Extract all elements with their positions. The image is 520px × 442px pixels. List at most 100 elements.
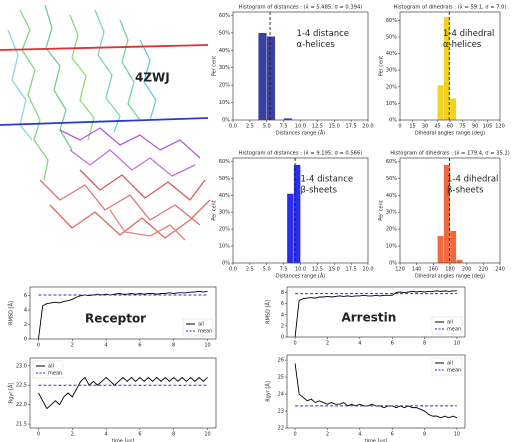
y-tick-label: 20% bbox=[219, 83, 230, 89]
x-tick-label: 15.0 bbox=[329, 267, 340, 273]
y-tick-label: 22.5 bbox=[16, 383, 27, 389]
x-tick-label: 10.0 bbox=[295, 124, 306, 130]
x-tick-label: 120 bbox=[395, 267, 405, 273]
bar bbox=[266, 36, 276, 121]
chart-title: Histogram of distances : (x̄ = 5.485, σ … bbox=[239, 5, 363, 11]
y-tick-label: 30% bbox=[219, 65, 230, 71]
annotation: 1-4 distance bbox=[301, 175, 354, 185]
y-tick-label: 20% bbox=[386, 227, 397, 233]
y-tick-label: 0% bbox=[389, 118, 397, 124]
y-tick-label: 22.0 bbox=[16, 402, 27, 408]
y-tick-label: 2 bbox=[24, 322, 27, 328]
x-tick-label: 220 bbox=[479, 267, 489, 273]
x-tick-label: 120 bbox=[495, 124, 505, 130]
legend-label: mean bbox=[447, 368, 461, 374]
y-tick-label: 2 bbox=[281, 323, 284, 329]
x-tick-label: 0 bbox=[293, 341, 296, 347]
bar bbox=[449, 230, 457, 264]
x-tick-label: 0 bbox=[293, 432, 296, 438]
annotation: α-helices bbox=[443, 40, 482, 50]
plot-frame bbox=[29, 286, 217, 340]
y-tick-label: 40% bbox=[386, 51, 397, 57]
legend-label: mean bbox=[48, 371, 62, 377]
y-tick-label: 50% bbox=[219, 30, 230, 36]
y-tick-label: 10% bbox=[219, 244, 230, 250]
chart-title: Histogram of dihedrals : (x̄ = 179.4, σ … bbox=[390, 151, 510, 157]
y-tick-label: 6 bbox=[281, 301, 284, 307]
x-tick-label: 8 bbox=[172, 343, 175, 349]
bar bbox=[258, 32, 267, 121]
y-tick-label: 10% bbox=[386, 101, 397, 107]
y-axis-label: Per cent bbox=[379, 200, 385, 221]
y-tick-label: 50% bbox=[219, 176, 230, 182]
x-tick-label: 6 bbox=[138, 432, 141, 438]
bar bbox=[449, 98, 457, 121]
x-axis-label: Distances range (Å) bbox=[276, 130, 326, 137]
y-tick-label: 21.5 bbox=[16, 422, 27, 428]
y-tick-label: 4 bbox=[281, 312, 284, 318]
x-tick-label: 15 bbox=[409, 124, 415, 130]
x-tick-label: 2 bbox=[326, 341, 329, 347]
x-tick-label: 160 bbox=[429, 267, 439, 273]
structure-label: 4ZWJ bbox=[135, 71, 170, 85]
x-tick-label: 12.5 bbox=[312, 124, 323, 130]
x-axis-label: Distances range (Å) bbox=[276, 273, 326, 280]
x-axis-label: time [μs] bbox=[365, 439, 388, 442]
x-tick-label: 90 bbox=[472, 124, 478, 130]
y-tick-label: 0 bbox=[24, 337, 27, 343]
legend-box bbox=[431, 316, 463, 335]
annotation: Arrestin bbox=[341, 311, 396, 325]
y-axis-label: Rgyr [Å] bbox=[8, 383, 15, 404]
x-tick-label: 7.5 bbox=[280, 124, 288, 130]
x-tick-label: 2.5 bbox=[246, 267, 254, 273]
legend-label: all bbox=[48, 364, 54, 370]
y-tick-label: 40% bbox=[219, 193, 230, 199]
x-tick-label: 200 bbox=[462, 267, 472, 273]
y-tick-label: 40% bbox=[219, 48, 230, 54]
x-tick-label: 8 bbox=[423, 432, 426, 438]
y-tick-label: 0% bbox=[222, 261, 230, 267]
x-tick-label: 20.0 bbox=[362, 124, 373, 130]
legend-label: mean bbox=[447, 327, 461, 333]
legend-label: all bbox=[198, 322, 204, 328]
y-tick-label: 50% bbox=[386, 34, 397, 40]
x-tick-label: 6 bbox=[391, 341, 394, 347]
annotation: 1-4 distance bbox=[296, 29, 349, 39]
y-tick-label: 60% bbox=[219, 159, 230, 165]
y-tick-label: 50% bbox=[386, 176, 397, 182]
y-tick-label: 30% bbox=[386, 210, 397, 216]
x-tick-label: 7.5 bbox=[280, 267, 288, 273]
x-tick-label: 10 bbox=[454, 341, 460, 347]
x-tick-label: 0 bbox=[37, 343, 40, 349]
x-tick-label: 0.0 bbox=[229, 124, 237, 130]
x-tick-label: 10 bbox=[204, 343, 210, 349]
y-tick-label: 0 bbox=[281, 335, 284, 341]
annotation: α-helices bbox=[296, 40, 335, 50]
annotation: Receptor bbox=[85, 312, 146, 326]
x-tick-label: 5.0 bbox=[263, 124, 271, 130]
annotation: 1-4 dihedral bbox=[447, 175, 498, 185]
series-line bbox=[38, 290, 208, 340]
x-axis-label: time [μs] bbox=[112, 439, 135, 442]
chart-title: Histogram of distances : (x̄ = 9.195, σ … bbox=[239, 151, 363, 157]
x-tick-label: 15.0 bbox=[329, 124, 340, 130]
x-tick-label: 4 bbox=[358, 432, 361, 438]
y-tick-label: 10% bbox=[219, 100, 230, 106]
x-axis-label: Dihedral angles range (deg) bbox=[415, 274, 485, 280]
legend-label: all bbox=[447, 320, 453, 326]
x-tick-label: 17.5 bbox=[346, 267, 357, 273]
legend-box bbox=[32, 360, 64, 379]
x-tick-label: 0 bbox=[398, 124, 401, 130]
x-tick-label: 0.0 bbox=[229, 267, 237, 273]
y-tick-label: 24 bbox=[278, 392, 284, 398]
x-tick-label: 10 bbox=[204, 432, 210, 438]
y-axis-label: Per cent bbox=[212, 200, 218, 221]
y-axis-label: Per cent bbox=[379, 56, 385, 77]
y-axis-label: RMSD [Å] bbox=[265, 300, 272, 324]
x-tick-label: 60 bbox=[447, 124, 453, 130]
y-tick-label: 40% bbox=[386, 193, 397, 199]
x-tick-label: 2 bbox=[71, 343, 74, 349]
x-tick-label: 4 bbox=[358, 341, 361, 347]
y-tick-label: 20% bbox=[219, 227, 230, 233]
